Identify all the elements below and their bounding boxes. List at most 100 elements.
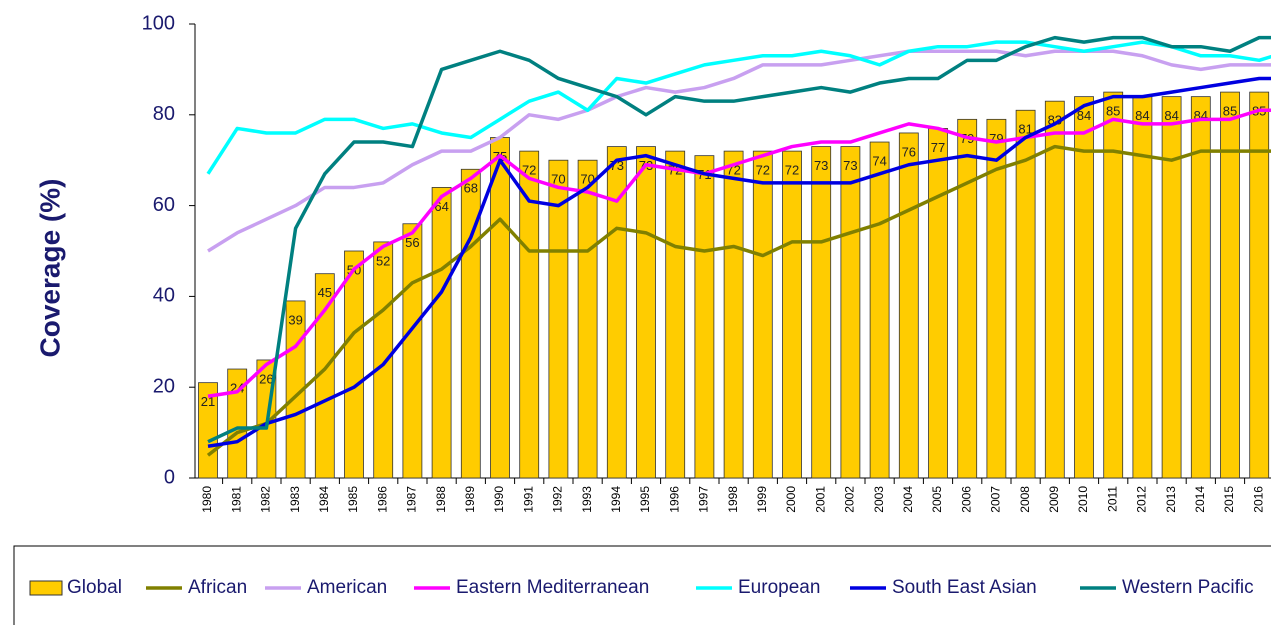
y-tick-label: 0 <box>164 466 175 488</box>
bar <box>198 382 218 479</box>
x-tick-label: 2005 <box>930 486 944 513</box>
bar <box>606 146 627 479</box>
bar <box>227 368 248 479</box>
bar <box>752 150 773 479</box>
bar-value-label: 85 <box>1106 104 1120 119</box>
x-tick-label: 1998 <box>726 486 740 513</box>
line-series <box>207 35 1271 444</box>
x-tick-label: 1983 <box>288 486 302 513</box>
y-tick-label: 60 <box>153 194 175 216</box>
bar <box>490 137 510 479</box>
line-series <box>206 144 1271 457</box>
bar <box>344 250 364 479</box>
bar <box>782 150 802 479</box>
bar <box>1015 109 1036 479</box>
line-series <box>206 40 1271 175</box>
x-tick-label: 1990 <box>492 486 506 513</box>
bar <box>519 150 540 479</box>
bar <box>898 132 919 479</box>
legend-label: European <box>738 577 820 598</box>
x-tick-label: 1984 <box>317 486 331 513</box>
y-tick-label: 20 <box>153 375 175 397</box>
bar <box>665 150 686 479</box>
bar <box>1220 91 1240 479</box>
x-tick-label: 2004 <box>901 486 915 513</box>
bar <box>1044 100 1065 479</box>
bar-value-label: 72 <box>756 163 770 178</box>
x-tick-label: 1981 <box>229 486 243 513</box>
legend-label: Eastern Mediterranean <box>456 577 649 598</box>
x-tick-label: 1994 <box>609 486 623 513</box>
y-tick-label: 100 <box>142 12 175 34</box>
bar <box>1161 96 1182 479</box>
bar <box>1074 96 1094 479</box>
line-series <box>207 76 1271 448</box>
bar-value-label: 45 <box>318 285 332 300</box>
bar <box>548 159 569 479</box>
bar-value-label: 74 <box>872 153 886 168</box>
x-tick-label: 1992 <box>551 486 565 513</box>
bar-value-label: 84 <box>1164 108 1178 123</box>
x-tick-label: 1995 <box>638 486 652 513</box>
x-tick-label: 2008 <box>1018 486 1032 513</box>
x-tick-label: 1989 <box>463 486 477 513</box>
line-series <box>207 108 1271 399</box>
x-tick-label: 2014 <box>1193 486 1207 513</box>
bar-value-label: 39 <box>288 312 302 327</box>
y-axis-label: Coverage (%) <box>34 179 65 358</box>
bar-value-label: 84 <box>1135 108 1149 123</box>
legend-label: Western Pacific <box>1122 577 1254 598</box>
bar-value-label: 21 <box>201 394 215 409</box>
bar <box>694 155 715 479</box>
x-tick-label: 2006 <box>959 486 973 513</box>
x-tick-label: 2009 <box>1047 486 1061 513</box>
y-tick-label: 80 <box>153 103 175 125</box>
line-series <box>207 49 1271 253</box>
x-tick-label: 1980 <box>200 486 214 513</box>
bar <box>811 146 832 479</box>
x-tick-label: 1987 <box>405 486 419 513</box>
legend-label: American <box>307 577 387 598</box>
bar-value-label: 76 <box>902 144 916 159</box>
bar-value-label: 85 <box>1223 104 1237 119</box>
x-tick-label: 1982 <box>259 486 273 513</box>
bar <box>957 118 978 479</box>
bar <box>1103 91 1124 479</box>
x-tick-label: 1985 <box>346 486 360 513</box>
bar-value-label: 26 <box>259 371 273 386</box>
bar-value-label: 84 <box>1077 108 1091 123</box>
bar <box>986 118 1007 479</box>
bar-value-label: 72 <box>785 163 799 178</box>
x-tick-label: 1996 <box>667 486 681 513</box>
x-tick-label: 1988 <box>434 486 448 513</box>
bar-value-label: 73 <box>814 158 828 173</box>
bar <box>402 223 423 479</box>
x-tick-label: 1991 <box>521 486 535 513</box>
x-tick-label: 1993 <box>580 486 594 513</box>
bar <box>636 146 656 479</box>
legend-box <box>13 545 1271 625</box>
x-tick-label: 2013 <box>1164 486 1178 513</box>
bar-value-label: 73 <box>843 158 857 173</box>
legend-label: Global <box>67 577 122 598</box>
x-tick-label: 1999 <box>755 486 769 513</box>
x-tick-label: 2007 <box>989 486 1003 513</box>
x-tick-label: 1997 <box>697 486 711 513</box>
bar-value-label: 56 <box>405 235 419 250</box>
x-tick-label: 2003 <box>872 486 886 513</box>
x-tick-label: 2001 <box>813 486 827 513</box>
x-tick-label: 2015 <box>1222 486 1236 513</box>
bar-value-label: 81 <box>1018 122 1032 137</box>
bar <box>928 128 948 479</box>
legend-label: African <box>188 577 247 598</box>
bar <box>373 241 394 479</box>
y-tick-label: 40 <box>153 285 175 307</box>
bar-value-label: 70 <box>551 172 565 187</box>
bar <box>1190 96 1211 479</box>
legend-swatch <box>29 580 63 596</box>
x-tick-label: 2000 <box>784 486 798 513</box>
x-tick-label: 2010 <box>1076 486 1090 513</box>
bar <box>431 187 452 479</box>
bar <box>723 150 744 479</box>
